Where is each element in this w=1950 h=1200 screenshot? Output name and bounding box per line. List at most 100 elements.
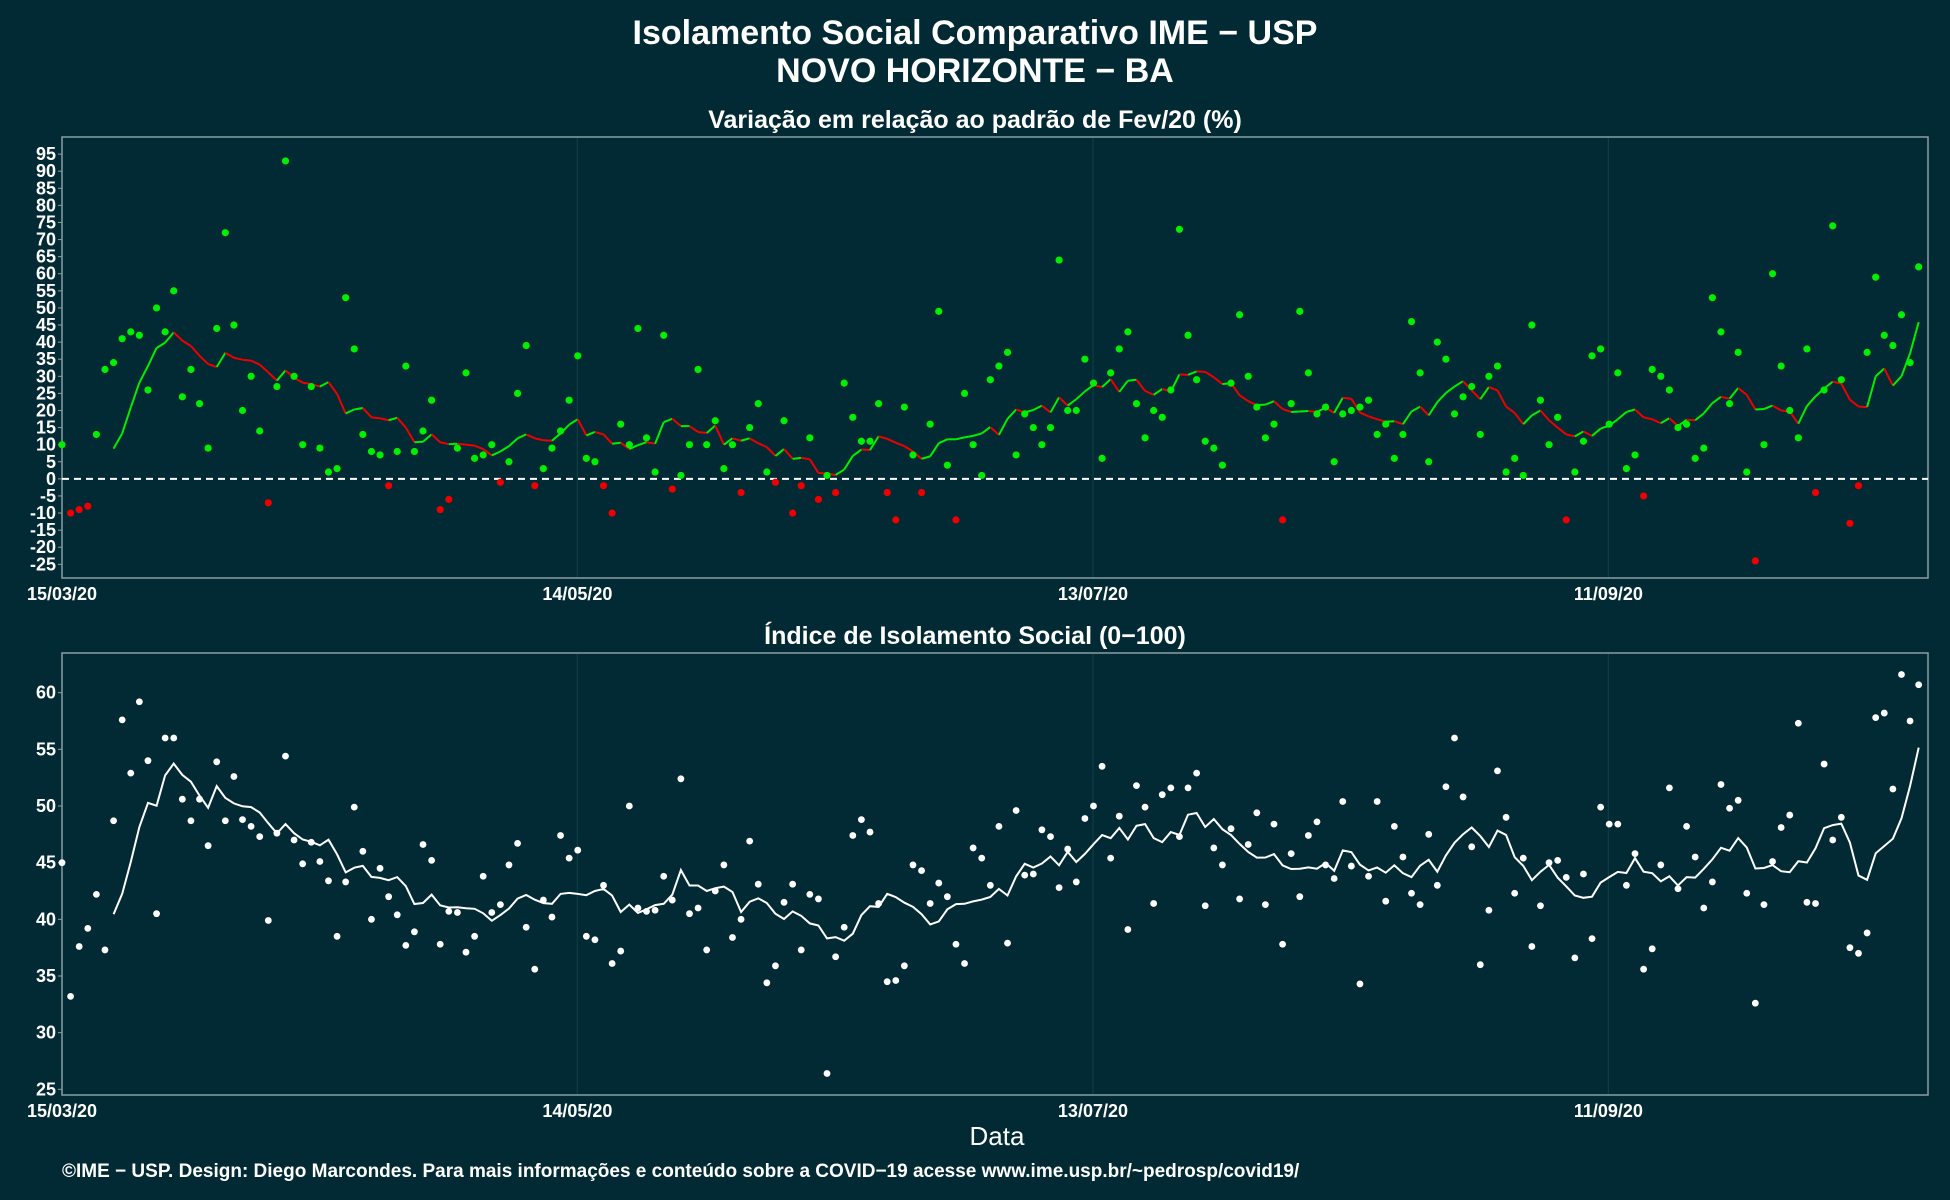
trend-segment <box>327 381 338 395</box>
data-point <box>1090 802 1097 810</box>
trend-segment <box>1522 414 1533 425</box>
trend-segment <box>1213 376 1224 385</box>
trend-segment <box>1806 395 1817 407</box>
trend-segment <box>903 445 914 453</box>
data-point <box>1519 854 1527 862</box>
y-tick-label: 50 <box>36 796 56 816</box>
trend-segment <box>637 441 647 447</box>
data-point <box>419 427 427 435</box>
data-point <box>1364 396 1373 404</box>
trend-segment <box>129 382 141 408</box>
data-point <box>324 468 333 476</box>
data-point <box>625 441 633 449</box>
data-point <box>101 365 109 374</box>
trend-segment <box>525 433 536 440</box>
data-point <box>857 816 865 823</box>
data-point <box>1657 861 1665 869</box>
trend-segment <box>242 358 252 362</box>
data-point <box>247 823 255 830</box>
y-tick-label: 35 <box>36 966 56 986</box>
y-tick-label: 10 <box>36 435 56 455</box>
data-point <box>1769 858 1776 865</box>
y-tick-label: 35 <box>36 349 56 369</box>
data-point <box>1433 881 1441 889</box>
trend-segment <box>465 443 475 447</box>
data-point <box>1322 861 1329 869</box>
trend-segment <box>766 446 777 457</box>
data-point <box>1287 400 1295 408</box>
y-tick-label: -20 <box>30 537 56 557</box>
data-point <box>815 895 822 903</box>
data-point <box>1622 465 1631 473</box>
trend-segment <box>1909 321 1920 354</box>
data-point <box>1872 273 1880 281</box>
data-point <box>522 923 530 931</box>
data-point <box>1614 820 1622 828</box>
data-point <box>170 734 178 742</box>
trend-segment <box>886 437 897 444</box>
data-point <box>917 488 926 497</box>
data-point <box>1579 437 1588 445</box>
trend-segment <box>1204 371 1215 379</box>
data-point <box>1072 878 1080 886</box>
data-point <box>290 372 298 380</box>
data-point <box>1296 307 1304 315</box>
data-point <box>1734 348 1742 356</box>
x-axis-label: Data <box>970 1121 1025 1151</box>
data-point <box>230 773 238 780</box>
trend-segment <box>1883 368 1894 387</box>
data-point <box>178 393 186 401</box>
data-point <box>1459 793 1467 801</box>
data-point <box>152 304 161 312</box>
trend-segment <box>1634 408 1645 419</box>
trend-segment <box>1660 417 1670 425</box>
data-point <box>118 716 126 724</box>
data-point <box>1794 719 1802 727</box>
trend-segment <box>1127 378 1137 382</box>
index-panel: 15/03/20 14/05/20 13/07/20 11/09/20 60 55 50 45… <box>27 652 1929 1121</box>
data-point <box>1494 767 1501 775</box>
y-tick-label: -15 <box>30 520 56 540</box>
y-tick-label: 90 <box>36 161 56 181</box>
data-point <box>1717 328 1725 336</box>
trend-segment <box>121 407 132 434</box>
data-point <box>496 478 504 486</box>
data-point <box>926 420 934 428</box>
data-point <box>995 362 1003 370</box>
trend-segment <box>1058 396 1069 407</box>
data-point <box>462 369 470 377</box>
trend-segment <box>215 352 227 368</box>
data-point <box>1485 906 1493 914</box>
data-point <box>1399 853 1407 861</box>
data-point <box>746 423 754 432</box>
data-point <box>995 823 1003 830</box>
data-point <box>1296 893 1304 901</box>
trend-segment <box>1763 404 1773 410</box>
data-point <box>539 896 547 904</box>
data-point <box>92 430 100 439</box>
trend-segment <box>1900 352 1912 377</box>
data-point <box>84 925 92 932</box>
trend-segment <box>319 381 329 388</box>
data-point <box>1115 345 1123 353</box>
data-point <box>1253 809 1261 817</box>
data-point <box>720 861 728 869</box>
data-point <box>1132 400 1141 408</box>
data-point <box>1545 859 1553 867</box>
trend-segment <box>1445 385 1456 394</box>
trend-segment <box>732 437 742 442</box>
data-point <box>195 400 204 408</box>
panel-frame <box>61 136 1929 579</box>
data-point <box>221 229 229 237</box>
data-point <box>1511 454 1519 462</box>
trend-segment <box>612 441 621 445</box>
data-point <box>350 803 358 811</box>
data-point <box>1588 352 1596 360</box>
y-tick-label: 25 <box>36 1079 56 1099</box>
trend-segment <box>1496 389 1507 408</box>
data-point <box>952 516 960 524</box>
data-point <box>1347 862 1355 870</box>
data-point <box>711 887 719 895</box>
trend-segment <box>1479 386 1490 400</box>
